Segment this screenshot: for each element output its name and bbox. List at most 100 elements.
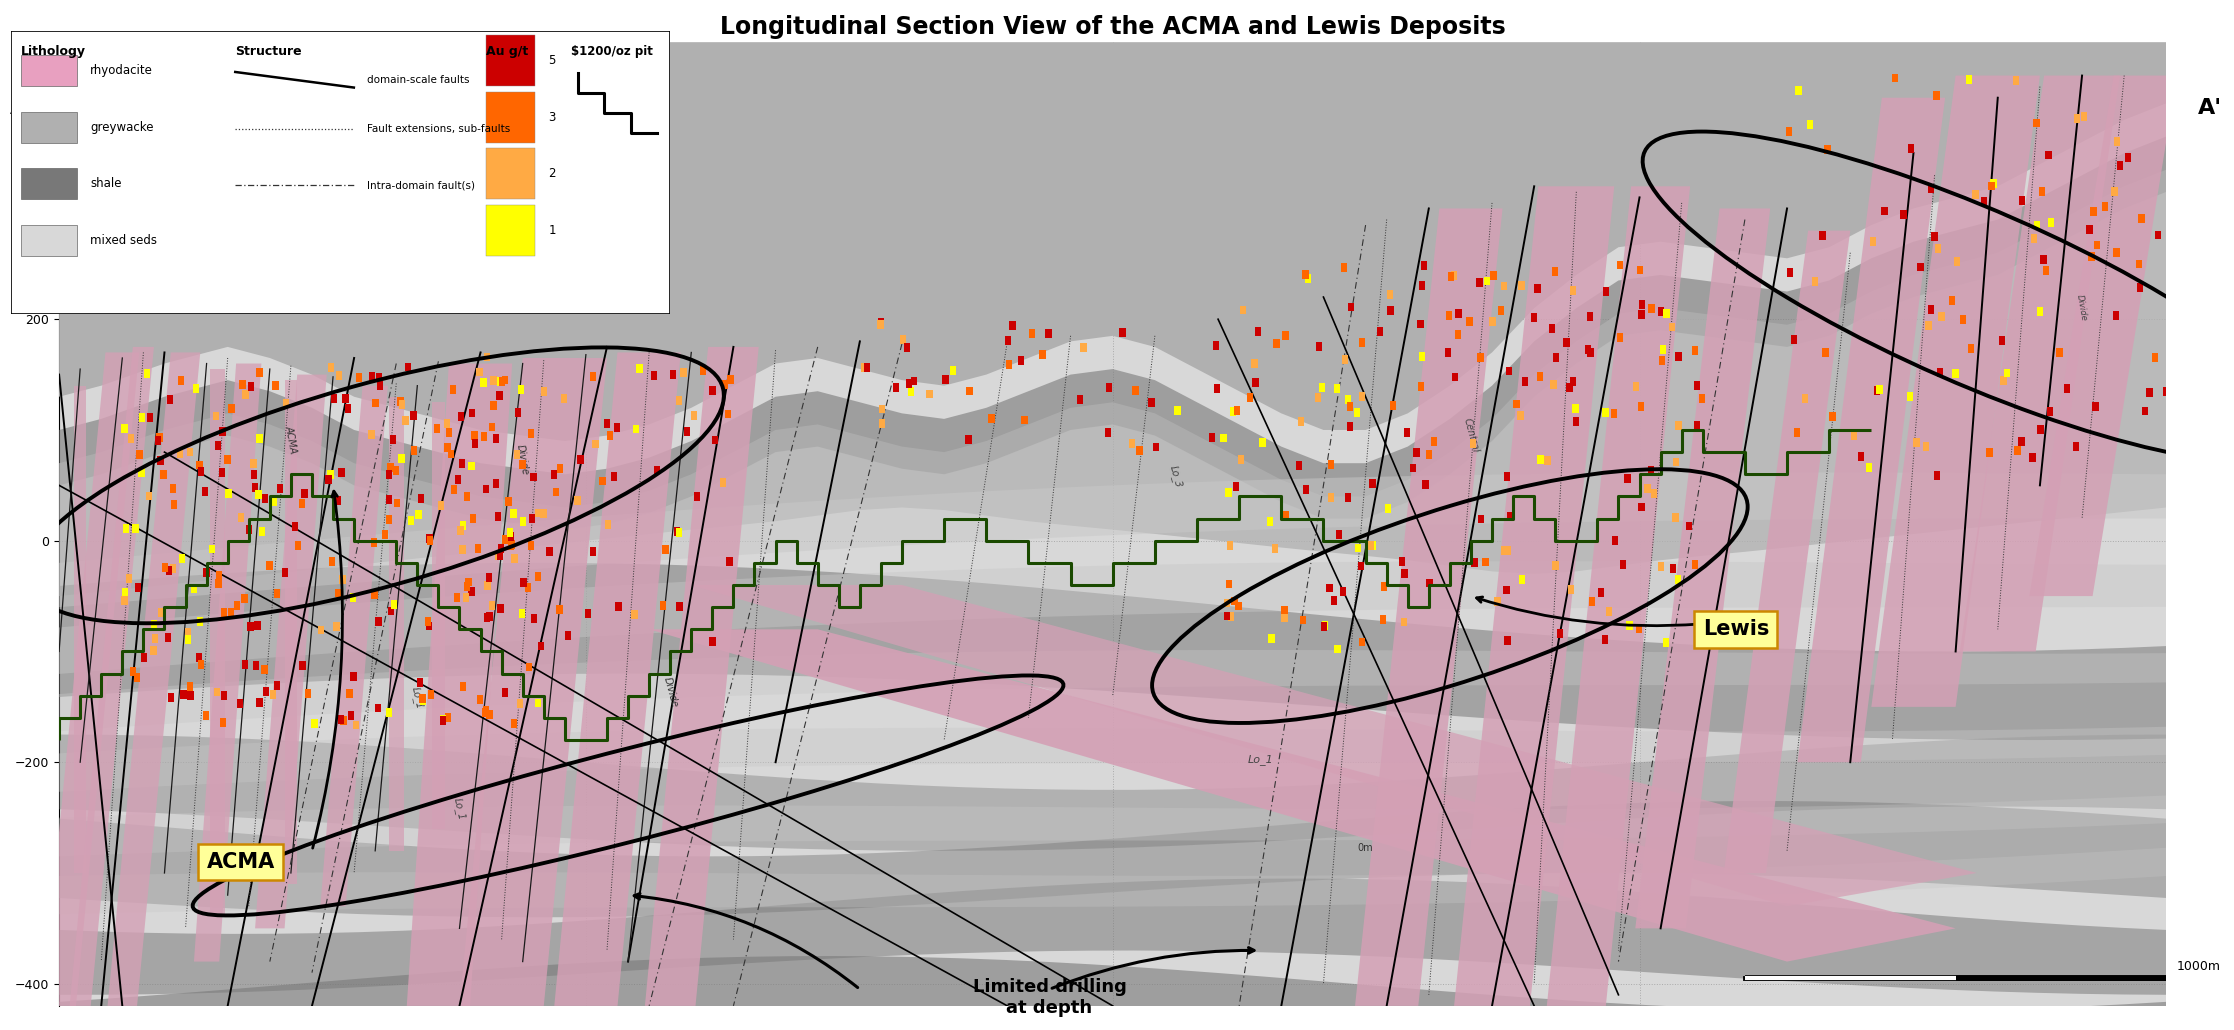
Bar (1602, 634, 1608, 644)
Bar (1229, 613, 1233, 621)
Bar (1398, 557, 1405, 566)
Bar (1213, 341, 1220, 350)
Bar (1425, 450, 1432, 459)
Title: Longitudinal Section View of the ACMA and Lewis Deposits: Longitudinal Section View of the ACMA an… (719, 15, 1506, 39)
Bar (424, 617, 431, 626)
Bar (192, 384, 199, 393)
Bar (1354, 408, 1361, 417)
Bar (728, 375, 733, 384)
Bar (483, 484, 489, 493)
Bar (987, 414, 994, 422)
Bar (1658, 356, 1664, 366)
Bar (2073, 442, 2080, 451)
Bar (445, 419, 451, 427)
Bar (121, 424, 127, 433)
Bar (407, 516, 413, 525)
Bar (132, 524, 139, 533)
Bar (1220, 434, 1226, 442)
Bar (159, 608, 165, 617)
Bar (1823, 348, 1830, 356)
Bar (1530, 313, 1537, 321)
Bar (1564, 338, 1571, 347)
Bar (1233, 482, 1240, 490)
Bar (203, 711, 210, 720)
Bar (485, 35, 536, 87)
Bar (1403, 427, 1410, 437)
Text: ACMA: ACMA (284, 424, 299, 454)
Bar (460, 521, 467, 529)
Bar (165, 633, 172, 642)
Polygon shape (319, 385, 389, 906)
Bar (1687, 521, 1691, 530)
Bar (2040, 187, 2046, 197)
Bar (1387, 290, 1394, 299)
Bar (556, 465, 563, 473)
Bar (1606, 608, 1613, 616)
Bar (1626, 621, 1633, 629)
Bar (199, 468, 203, 476)
Bar (1320, 622, 1327, 631)
Bar (494, 434, 500, 443)
Bar (690, 411, 697, 420)
Bar (214, 441, 221, 450)
Bar (1573, 417, 1579, 426)
Text: 1: 1 (547, 225, 556, 237)
Bar (2046, 150, 2051, 160)
Bar (270, 690, 275, 699)
Bar (1414, 448, 1419, 457)
Bar (1519, 281, 1524, 290)
Polygon shape (107, 352, 201, 1006)
Bar (375, 617, 382, 626)
Bar (605, 520, 612, 529)
Bar (1483, 277, 1490, 285)
Polygon shape (194, 364, 261, 962)
Bar (1968, 344, 1975, 353)
Bar (2138, 283, 2142, 291)
Bar (458, 459, 465, 469)
Polygon shape (58, 650, 2167, 731)
Bar (447, 449, 454, 458)
Bar (1571, 285, 1577, 295)
Bar (498, 377, 505, 386)
Polygon shape (407, 364, 512, 1006)
Bar (480, 432, 487, 441)
Bar (141, 653, 147, 662)
Bar (485, 148, 536, 200)
Bar (123, 588, 127, 596)
Bar (1282, 511, 1289, 520)
Bar (176, 449, 183, 457)
Bar (458, 526, 465, 536)
Bar (610, 472, 617, 481)
Polygon shape (58, 562, 2167, 741)
Bar (2138, 214, 2145, 224)
Bar (1644, 484, 1651, 493)
Bar (375, 373, 382, 382)
Bar (1175, 406, 1180, 415)
Bar (1503, 586, 1510, 594)
Bar (536, 509, 541, 517)
Bar (1385, 505, 1392, 513)
Bar (565, 630, 572, 640)
Bar (1877, 385, 1883, 394)
Bar (1617, 334, 1624, 342)
Bar (386, 494, 393, 504)
Bar (2049, 217, 2053, 227)
Polygon shape (58, 473, 2167, 607)
Bar (599, 477, 605, 485)
Bar (1452, 373, 1459, 381)
Bar (1010, 320, 1016, 330)
Bar (1935, 244, 1941, 252)
Bar (2020, 196, 2026, 205)
Bar (469, 409, 476, 417)
Bar (273, 381, 279, 389)
Bar (277, 484, 284, 493)
Text: Lithology: Lithology (20, 45, 87, 58)
Bar (1410, 464, 1416, 473)
Bar (382, 530, 389, 540)
Bar (1271, 544, 1278, 553)
Polygon shape (58, 956, 2167, 1030)
Bar (250, 470, 257, 479)
Bar (1501, 546, 1508, 555)
Bar (561, 393, 567, 403)
Bar (349, 593, 355, 603)
